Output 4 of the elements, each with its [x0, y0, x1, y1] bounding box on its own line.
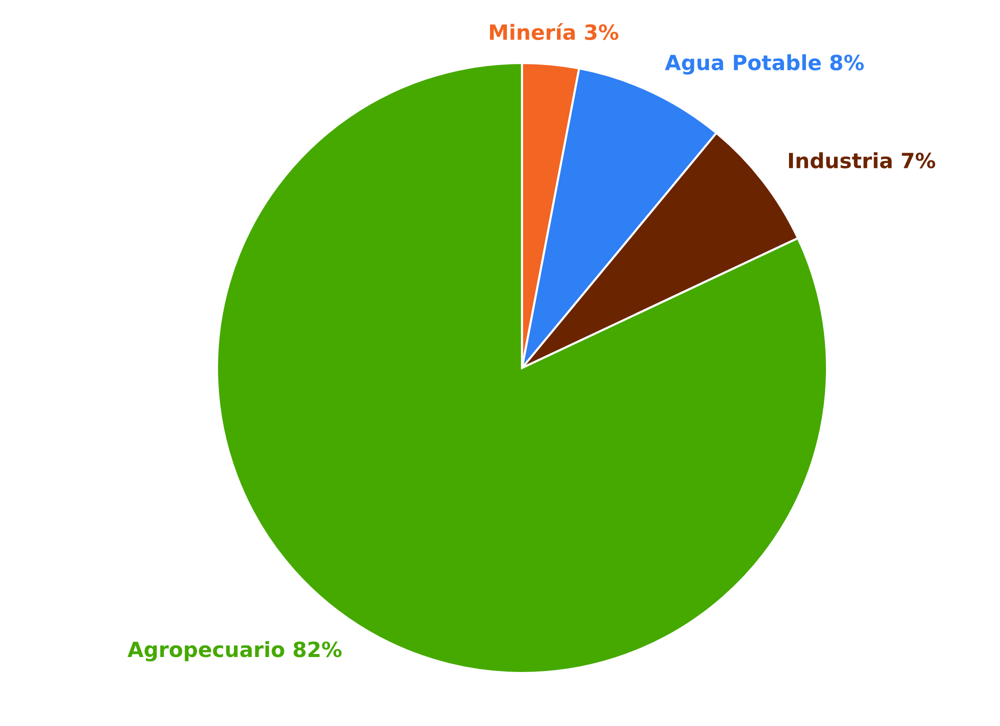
slice-label: Agropecuario 82% — [128, 641, 342, 662]
slice-label: Agua Potable 8% — [664, 54, 864, 75]
slice-label: Industria 7% — [789, 152, 936, 168]
slice-label: Minería 3% — [490, 23, 618, 40]
